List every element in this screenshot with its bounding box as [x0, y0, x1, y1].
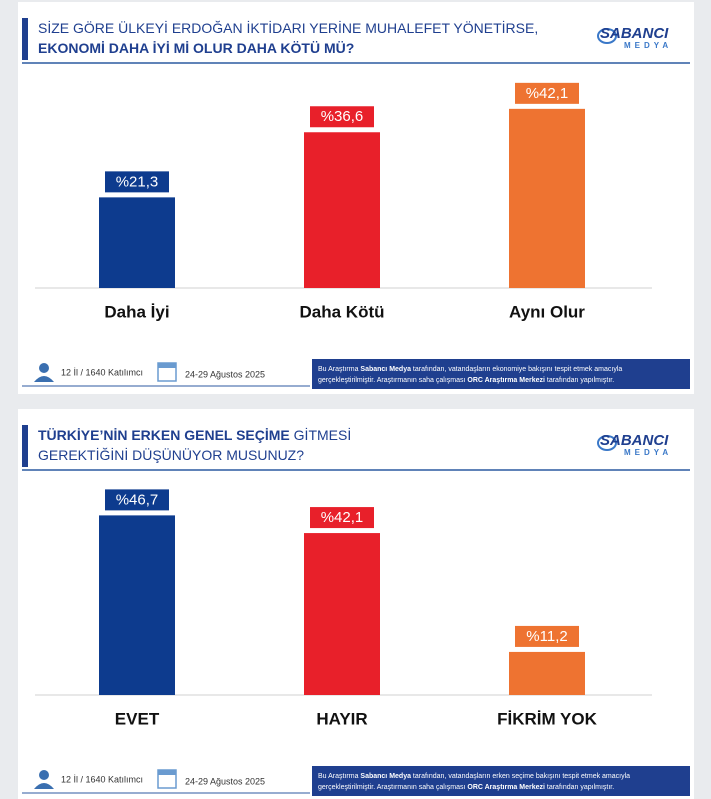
note: gerçekleştirilmiştir. Araştırmanın saha …: [318, 784, 614, 791]
logo-name: SABANCI: [600, 432, 669, 449]
logo-swoosh: [597, 28, 617, 44]
dates: 24-29 Ağustos 2025: [185, 776, 265, 786]
note-part: Bu Araştırma: [318, 366, 360, 373]
bar: [99, 197, 175, 288]
note-part: tarafından, vatandaşların erken seçime b…: [411, 773, 630, 780]
value-label-box: [310, 507, 374, 529]
dates: 24-29 Ağustos 2025: [185, 369, 265, 379]
note-box: [312, 359, 690, 389]
chart-title-part: GEREKTİĞİNİ DÜŞÜNÜYOR MUSUNUZ?: [38, 446, 304, 463]
note-part: gerçekleştirilmiştir. Araştırmanın saha …: [318, 784, 467, 791]
chart-title: SİZE GÖRE ÜLKEYİ ERDOĞAN İKTİDARI YERİNE…: [38, 19, 538, 36]
category-label: Aynı Olur: [509, 302, 585, 321]
category-label: Daha İyi: [104, 302, 169, 321]
category-label: FİKRİM YOK: [497, 709, 598, 728]
participants-icon-body: [34, 783, 54, 789]
participants-icon-body: [34, 376, 54, 382]
value-label-box: [310, 106, 374, 128]
bar: [509, 108, 585, 288]
note-part: ORC Araştırma Merkezi: [467, 377, 545, 384]
bar: [99, 515, 175, 695]
note-part: Sabancı Medya: [360, 773, 411, 780]
value-label: %36,6: [321, 108, 364, 125]
chart-title: EKONOMİ DAHA İYİ Mİ OLUR DAHA KÖTÜ MÜ?: [38, 40, 354, 56]
participants-icon: [39, 363, 49, 373]
value-label-box: [515, 82, 579, 104]
participants: 12 İl / 1640 Katılımcı: [61, 774, 143, 784]
note-part: Bu Araştırma: [318, 773, 360, 780]
participants: 12 İl / 1640 Katılımcı: [61, 367, 143, 377]
value-label: %46,7: [116, 491, 159, 508]
bar: [509, 651, 585, 695]
category-label: EVET: [115, 709, 160, 728]
note-part: gerçekleştirilmiştir. Araştırmanın saha …: [318, 377, 467, 384]
logo-name: SABANCI: [600, 25, 669, 42]
category-label: Daha Kötü: [300, 302, 385, 321]
logo-sub: MEDYA: [624, 448, 672, 457]
value-label-box: [515, 625, 579, 647]
note-part: tarafından, vatandaşların ekonomiye bakı…: [411, 366, 622, 373]
value-label-box: [105, 489, 169, 511]
note-part: tarafından yapılmıştır.: [545, 784, 614, 791]
category-label: HAYIR: [316, 709, 367, 728]
logo-swoosh: [597, 435, 617, 451]
chart-title: TÜRKİYE’NİN ERKEN GENEL SEÇİME GİTMESİ: [38, 426, 351, 443]
chart-title: GEREKTİĞİNİ DÜŞÜNÜYOR MUSUNUZ?: [38, 446, 304, 463]
note: gerçekleştirilmiştir. Araştırmanın saha …: [318, 377, 614, 384]
value-label: %21,3: [116, 173, 159, 190]
header-bar: [22, 18, 28, 60]
logo-sub: MEDYA: [624, 41, 672, 50]
chart-title-part: GİTMESİ: [290, 426, 351, 443]
note-part: tarafından yapılmıştır.: [545, 377, 614, 384]
calendar-icon-top: [158, 770, 176, 775]
calendar-icon-top: [158, 363, 176, 368]
value-label: %11,2: [526, 628, 567, 645]
chart-title-part: TÜRKİYE’NİN ERKEN GENEL SEÇİME: [38, 427, 290, 443]
bar: [304, 132, 380, 288]
chart-title-part: SİZE GÖRE ÜLKEYİ ERDOĞAN İKTİDARI YERİNE…: [38, 19, 538, 36]
note-box: [312, 766, 690, 796]
note: Bu Araştırma Sabancı Medya tarafından, v…: [318, 773, 630, 780]
chart-title-part: EKONOMİ DAHA İYİ Mİ OLUR DAHA KÖTÜ MÜ?: [38, 40, 354, 56]
value-label: %42,1: [526, 85, 569, 102]
note: Bu Araştırma Sabancı Medya tarafından, v…: [318, 366, 622, 373]
note-part: Sabancı Medya: [360, 366, 411, 373]
header-bar: [22, 425, 28, 467]
note-part: ORC Araştırma Merkezi: [467, 784, 545, 791]
value-label-box: [105, 171, 169, 193]
participants-icon: [39, 770, 49, 780]
value-label: %42,1: [321, 509, 364, 526]
bar: [304, 533, 380, 695]
